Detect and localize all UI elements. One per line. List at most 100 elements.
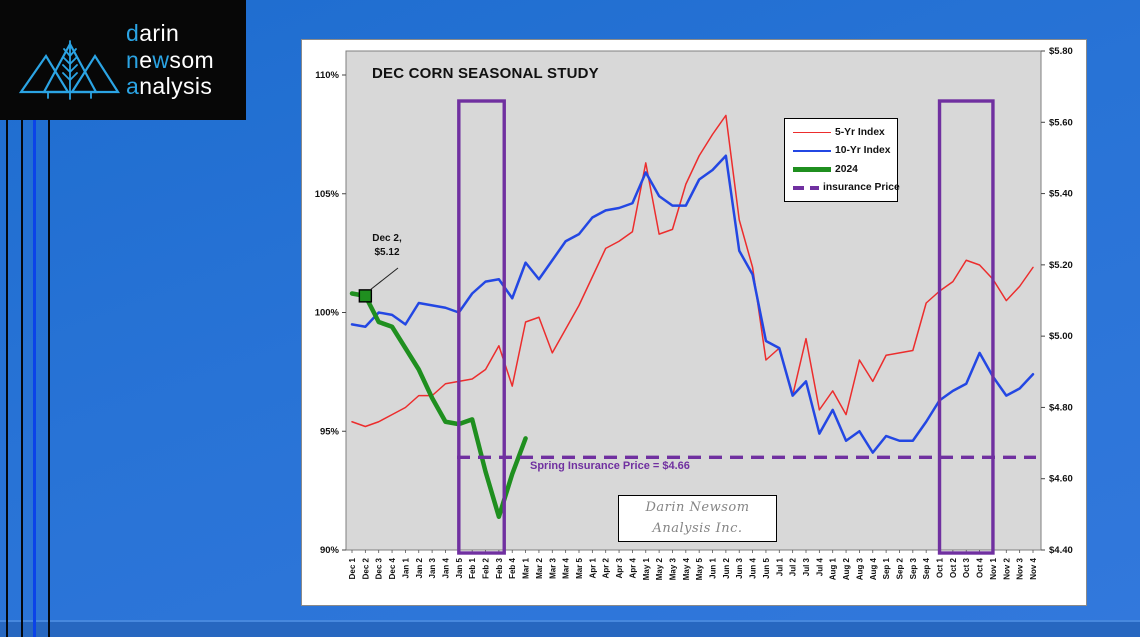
svg-text:May 3: May 3 — [668, 557, 677, 580]
svg-text:90%: 90% — [320, 545, 340, 556]
seasonal-study-chart: 110% 105% 100% 95% 90% $5.80 $5.60 $5.40 $5.20 $5… — [315, 46, 1073, 580]
legend-item-3: 2024 — [793, 164, 893, 175]
logo-word3-rest: nalysis — [139, 73, 213, 100]
svg-text:Sep 3: Sep 3 — [909, 557, 918, 579]
svg-text:Jan 4: Jan 4 — [441, 557, 450, 578]
svg-text:Nov 2: Nov 2 — [1002, 557, 1011, 579]
chart-window: 110% 105% 100% 95% 90% $5.80 $5.60 $5.40 $5.20 $5… — [301, 39, 1087, 606]
svg-text:Dec 2: Dec 2 — [361, 557, 370, 579]
svg-text:Oct 2: Oct 2 — [949, 557, 958, 578]
svg-text:$5.20: $5.20 — [1049, 260, 1073, 271]
svg-text:May 5: May 5 — [695, 557, 704, 580]
logo-word2-accent1: n — [126, 46, 140, 73]
svg-text:May 2: May 2 — [655, 557, 664, 580]
svg-text:Jan 3: Jan 3 — [428, 557, 437, 578]
legend-sample-line — [793, 167, 831, 172]
svg-text:$4.80: $4.80 — [1049, 402, 1073, 413]
chart-title: DEC CORN SEASONAL STUDY — [372, 65, 599, 82]
svg-text:Jul 2: Jul 2 — [789, 557, 798, 576]
decor-stripe-1 — [6, 118, 8, 637]
svg-text:Dec 4: Dec 4 — [388, 557, 397, 579]
bottom-band — [0, 620, 1140, 637]
svg-text:Nov 3: Nov 3 — [1016, 557, 1025, 579]
svg-text:Dec 3: Dec 3 — [375, 557, 384, 579]
svg-text:105%: 105% — [315, 189, 340, 200]
svg-text:Sep 1: Sep 1 — [882, 557, 891, 579]
svg-text:$5.40: $5.40 — [1049, 189, 1073, 200]
watermark-line2: Analysis Inc. — [652, 520, 743, 536]
svg-text:Jan 2: Jan 2 — [415, 557, 424, 578]
logo-wordmark: darin newsom analysis — [126, 20, 214, 101]
svg-text:May 1: May 1 — [642, 557, 651, 580]
svg-text:Nov 1: Nov 1 — [989, 557, 998, 579]
svg-text:Apr 3: Apr 3 — [615, 557, 624, 578]
svg-text:Sep 2: Sep 2 — [895, 557, 904, 579]
legend-label: 2024 — [835, 163, 858, 175]
svg-text:Dec 1: Dec 1 — [348, 557, 357, 579]
svg-text:Mar 2: Mar 2 — [535, 557, 544, 578]
svg-text:Jun 1: Jun 1 — [709, 557, 718, 578]
annotation-line1: Dec 2, — [372, 233, 402, 244]
dna-mountains-wheat-icon — [18, 40, 121, 100]
svg-text:Apr 1: Apr 1 — [588, 557, 597, 578]
svg-text:Feb 3: Feb 3 — [495, 557, 504, 578]
logo-word1-rest: arin — [139, 19, 180, 46]
logo-word2-rest: som — [169, 46, 215, 73]
svg-text:Apr 4: Apr 4 — [628, 557, 637, 578]
svg-text:$5.60: $5.60 — [1049, 117, 1073, 128]
svg-text:$5.00: $5.00 — [1049, 331, 1073, 342]
svg-text:Oct 4: Oct 4 — [976, 557, 985, 578]
legend-sample-line — [793, 149, 831, 152]
logo-word2-accent2: w — [152, 46, 170, 73]
insurance-price-label: Spring Insurance Price = $4.66 — [530, 460, 690, 472]
legend-label: 10-Yr Index — [835, 145, 891, 157]
svg-text:Jul 1: Jul 1 — [775, 557, 784, 576]
logo: darin newsom analysis — [0, 0, 246, 120]
legend-item-2: 10-Yr Index — [793, 145, 893, 156]
svg-text:Aug 2: Aug 2 — [842, 557, 851, 580]
decor-stripe-4 — [48, 118, 50, 637]
legend-label: insurance Price — [823, 182, 900, 194]
legend-item-1: 5-Yr Index — [793, 127, 893, 138]
svg-text:Apr 2: Apr 2 — [602, 557, 611, 578]
decor-stripe-3 — [33, 118, 36, 637]
svg-text:Jun 3: Jun 3 — [735, 557, 744, 578]
svg-text:Jun 4: Jun 4 — [749, 557, 758, 578]
svg-text:Jan 1: Jan 1 — [401, 557, 410, 578]
svg-text:Jun 2: Jun 2 — [722, 557, 731, 578]
decor-stripe-2 — [21, 118, 23, 637]
annotation-dec2: Dec 2, $5.12 — [358, 232, 416, 260]
svg-text:Feb 2: Feb 2 — [482, 557, 491, 578]
svg-text:Feb 4: Feb 4 — [508, 557, 517, 578]
svg-text:Jul 3: Jul 3 — [802, 557, 811, 576]
svg-text:$4.40: $4.40 — [1049, 545, 1073, 556]
svg-text:95%: 95% — [320, 426, 340, 437]
watermark-line1: Darin Newsom — [645, 500, 750, 516]
svg-text:$5.80: $5.80 — [1049, 46, 1073, 57]
legend-sample-dashed-line — [793, 186, 819, 190]
legend: 5-Yr Index 10-Yr Index 2024 insurance Price — [784, 118, 900, 202]
annotation-line2: $5.12 — [374, 247, 400, 258]
svg-text:Aug 3: Aug 3 — [855, 557, 864, 580]
svg-text:Mar 4: Mar 4 — [562, 557, 571, 578]
logo-word1-accent: d — [126, 19, 140, 46]
svg-text:Mar 5: Mar 5 — [575, 557, 584, 578]
svg-text:Jun 5: Jun 5 — [762, 557, 771, 578]
svg-text:100%: 100% — [315, 308, 340, 319]
svg-text:Aug 4: Aug 4 — [869, 557, 878, 580]
svg-text:Oct 1: Oct 1 — [936, 557, 945, 578]
svg-text:Jan 5: Jan 5 — [455, 557, 464, 578]
svg-text:May 4: May 4 — [682, 557, 691, 580]
svg-text:110%: 110% — [315, 70, 339, 81]
logo-word3-accent: a — [126, 73, 140, 100]
legend-label: 5-Yr Index — [835, 126, 885, 138]
svg-text:Jul 4: Jul 4 — [815, 557, 824, 576]
svg-text:$4.60: $4.60 — [1049, 474, 1073, 485]
svg-text:Nov 4: Nov 4 — [1029, 557, 1038, 579]
svg-text:Mar 1: Mar 1 — [522, 557, 531, 578]
logo-word2-mid: e — [139, 46, 153, 73]
svg-text:Oct 3: Oct 3 — [962, 557, 971, 578]
legend-sample-line — [793, 131, 831, 133]
svg-text:Sep 4: Sep 4 — [922, 557, 931, 579]
